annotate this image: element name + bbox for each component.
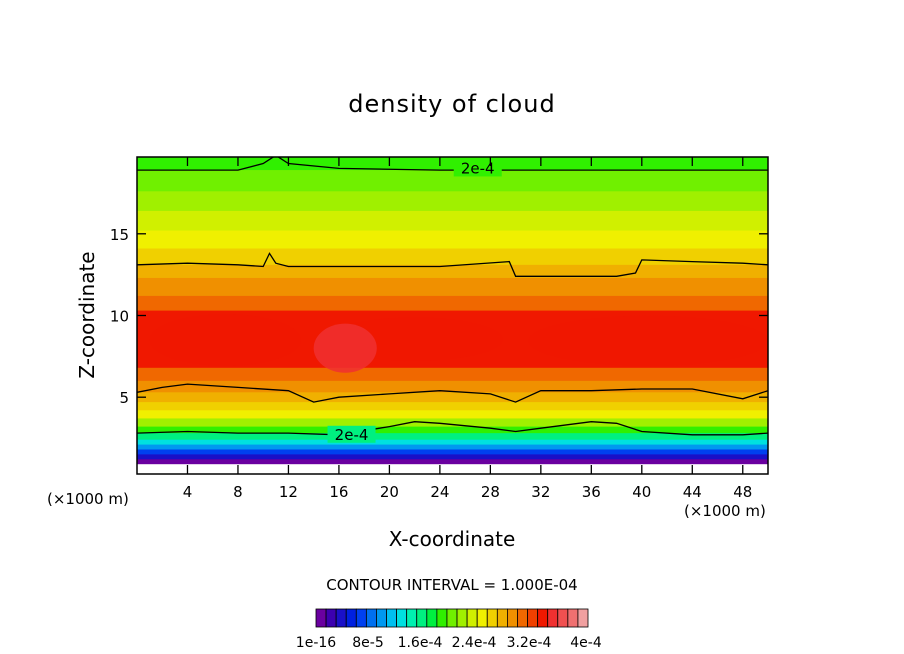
colorbar-label-2: 1.6e-4 [398, 635, 443, 651]
y-tick-label-10: 10 [110, 308, 129, 326]
contour-band-8 [137, 295, 768, 312]
colorbar-swatch-22 [537, 608, 549, 628]
colorbar-swatch-24 [557, 608, 569, 628]
x-tick-label-40: 40 [632, 483, 651, 501]
colorbar-swatch-13 [446, 608, 458, 628]
contour-band-3 [137, 210, 768, 232]
colorbar-swatch-25 [567, 608, 579, 628]
contour-band-1 [137, 170, 768, 192]
colorbar-swatch-26 [577, 608, 589, 628]
core-regions [149, 313, 768, 373]
colorbar-swatch-7 [386, 608, 397, 628]
x-tick-label-48: 48 [733, 483, 752, 501]
x-tick-label-20: 20 [380, 483, 399, 501]
x-tick-label-36: 36 [582, 483, 601, 501]
x-axis-label: X-coordinate [389, 527, 516, 551]
core-region-3 [313, 323, 377, 373]
contour-band-17 [137, 433, 768, 441]
contour-band-2 [137, 191, 768, 212]
colorbar-label-5: 4e-4 [570, 635, 602, 651]
contour-line-3 [137, 421, 768, 436]
colorbar-label-3: 2.4e-4 [452, 635, 497, 651]
contour-band-12 [137, 392, 768, 403]
colorbar-swatch-3 [345, 608, 357, 628]
contour-label-0: 2e-4 [461, 159, 495, 177]
contour-band-22 [137, 459, 768, 465]
colorbar-swatch-19 [507, 608, 518, 628]
core-region-2 [528, 315, 768, 367]
colorbar-swatch-11 [426, 608, 438, 628]
contour-interval-text: CONTOUR INTERVAL = 1.000E-04 [326, 576, 577, 594]
contour-band-0 [137, 157, 768, 171]
colorbar-swatch-15 [466, 608, 478, 628]
contour-band-21 [137, 454, 768, 460]
x-tick-label-32: 32 [531, 483, 550, 501]
contour-band-13 [137, 402, 768, 411]
x-tick-label-4: 4 [183, 483, 193, 501]
colorbar-swatch-8 [396, 608, 408, 628]
colorbar-swatch-17 [486, 608, 498, 628]
contour-band-18 [137, 439, 768, 446]
contour-line-0 [137, 157, 768, 171]
plot-area: 2e-4 2e-4 [137, 157, 768, 474]
colorbar [315, 608, 589, 628]
colorbar-labels: 1e-16 8e-5 1.6e-4 2.4e-4 3.2e-4 4e-4 [296, 635, 602, 651]
y-axis-label: Z-coordinate [75, 251, 99, 378]
colorbar-swatch-9 [406, 608, 418, 628]
contour-band-5 [137, 248, 768, 266]
contour-band-7 [137, 277, 768, 297]
colorbar-swatch-12 [436, 608, 448, 628]
colorbar-swatch-1 [325, 608, 337, 628]
contour-band-14 [137, 410, 768, 420]
chart-title: density of cloud [348, 90, 555, 118]
colorbar-swatch-10 [416, 608, 428, 628]
contour-band-19 [137, 444, 768, 451]
y-tick-label-15: 15 [110, 226, 129, 244]
colorbar-swatch-2 [335, 608, 347, 628]
colorbar-swatch-23 [547, 608, 559, 628]
x-axis-unit: (×1000 m) [684, 502, 766, 520]
x-tick-label-12: 12 [279, 483, 298, 501]
colorbar-label-1: 8e-5 [352, 635, 383, 651]
colorbar-swatch-4 [355, 608, 367, 628]
colorbar-swatch-21 [527, 608, 539, 628]
colorbar-swatch-0 [315, 608, 327, 628]
x-tick-label-24: 24 [430, 483, 449, 501]
x-tick-label-8: 8 [233, 483, 243, 501]
x-tick-label-44: 44 [683, 483, 702, 501]
colorbar-swatch-18 [496, 608, 508, 628]
colorbar-swatch-16 [476, 608, 488, 628]
contour-label-gap-1 [327, 425, 376, 443]
x-tick-label-16: 16 [329, 483, 348, 501]
contour-label-1: 2e-4 [335, 426, 369, 444]
colorbar-swatch-14 [456, 608, 468, 628]
contour-lines [137, 157, 768, 436]
x-tick-label-28: 28 [481, 483, 500, 501]
contour-line-1 [137, 252, 768, 277]
contour-line-2 [137, 383, 768, 403]
colorbar-label-0: 1e-16 [296, 635, 336, 651]
core-region-0 [149, 313, 302, 367]
contour-band-15 [137, 418, 768, 428]
colorbar-swatch-5 [365, 608, 377, 628]
colorbar-swatch-20 [517, 608, 528, 628]
contour-band-4 [137, 230, 768, 250]
contour-band-23 [137, 464, 768, 474]
y-axis-unit: (×1000 m) [47, 490, 129, 508]
x-axis-ticks: 4 8 12 16 20 24 28 32 36 40 44 48 [183, 157, 752, 501]
contour-band-20 [137, 449, 768, 455]
contour-band-16 [137, 426, 768, 434]
colorbar-swatch-6 [376, 608, 387, 628]
contour-band-6 [137, 264, 768, 279]
y-axis-ticks: 5 10 15 [110, 226, 768, 407]
contour-labels: 2e-4 2e-4 [327, 159, 502, 444]
contour-band-10 [137, 367, 768, 382]
colorbar-label-4: 3.2e-4 [507, 635, 552, 651]
y-tick-label-5: 5 [119, 389, 129, 407]
